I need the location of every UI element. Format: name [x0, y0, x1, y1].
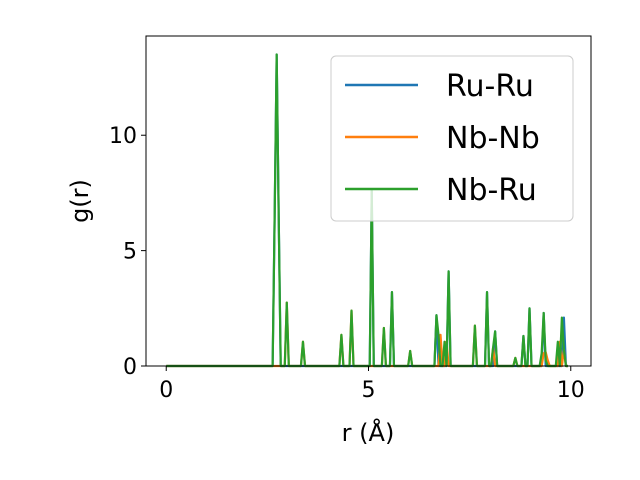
series-line-nb-nb	[166, 301, 568, 368]
y-tick-label: 5	[123, 240, 137, 265]
ticks-layer: 0 5 10 0 5 10	[109, 124, 585, 403]
legend-label-ru-ru: Ru-Ru	[446, 69, 534, 104]
x-tick-label: 10	[557, 378, 585, 403]
x-axis-label: r (Å)	[342, 418, 395, 447]
y-tick-label: 10	[109, 124, 137, 149]
x-tick-label: 5	[362, 378, 376, 403]
legend-box	[330, 55, 574, 222]
y-axis-label: g(r)	[66, 179, 94, 223]
legend: Ru-Ru Nb-Nb Nb-Ru	[330, 55, 574, 222]
x-tick-label: 0	[159, 378, 173, 403]
y-tick-label: 0	[123, 355, 137, 380]
legend-label-nb-nb: Nb-Nb	[446, 121, 540, 156]
legend-label-nb-ru: Nb-Ru	[446, 173, 537, 208]
